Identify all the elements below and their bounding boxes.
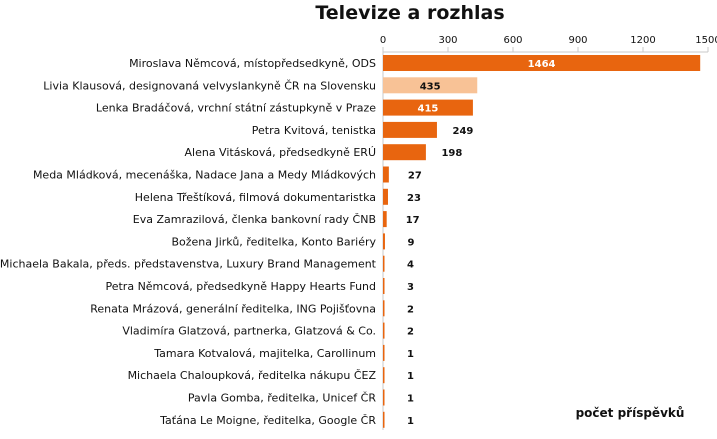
value-label: 4 — [407, 260, 414, 271]
value-label: 1 — [407, 416, 414, 427]
value-label: 1 — [407, 349, 414, 360]
x-tick-label: 600 — [503, 35, 522, 46]
bar — [383, 55, 701, 71]
bar — [383, 255, 385, 272]
x-tick-label: 1200 — [630, 35, 655, 46]
x-tick-label: 300 — [438, 35, 457, 46]
chart-title: Televize a rozhlas — [315, 2, 504, 24]
category-label: Petra Němcová, předsedkyně Happy Hearts … — [105, 280, 376, 293]
category-label: Petra Kvitová, tenistka — [252, 124, 376, 137]
value-label: 27 — [408, 171, 422, 182]
value-label: 2 — [407, 327, 414, 338]
bar — [383, 99, 473, 116]
category-label: Meda Mládková, mecenáška, Nadace Jana a … — [33, 169, 376, 182]
x-ticks: 0 300 600 900 1200 1500 — [380, 35, 717, 52]
value-label: 3 — [407, 282, 414, 293]
value-label: 249 — [453, 126, 474, 137]
bars — [383, 55, 701, 428]
value-labels: 1464 435 415 249 198 27 23 17 9 4 3 2 2 1 1 1 1 — [406, 59, 556, 427]
category-label: Helena Třeštíková, filmová dokumentarist… — [135, 191, 376, 204]
bar — [383, 344, 385, 361]
value-label: 1 — [407, 371, 414, 382]
category-label: Lenka Bradáčová, vrchní státní zástupkyn… — [96, 102, 376, 115]
bar — [383, 278, 385, 294]
bar — [383, 300, 385, 317]
category-label: Michaela Bakala, předs. představenstva, … — [0, 258, 377, 271]
value-label: 9 — [407, 237, 414, 248]
value-label: 1 — [407, 394, 414, 405]
category-label: Michaela Chaloupková, ředitelka nákupu Č… — [128, 369, 377, 382]
bar — [383, 411, 385, 428]
category-label: Božena Jirků, ředitelka, Konto Bariéry — [171, 235, 376, 248]
category-labels: Miroslava Němcová, místopředsedkyně, ODS… — [0, 57, 377, 427]
bar — [383, 144, 426, 161]
category-label: Miroslava Němcová, místopředsedkyně, ODS — [129, 57, 376, 70]
bar — [383, 121, 437, 138]
axis-label: počet příspěvků — [576, 406, 685, 420]
category-label: Tamara Kotvalová, majitelka, Carollinum — [153, 347, 376, 360]
bar — [383, 188, 388, 205]
x-tick-label: 0 — [380, 35, 386, 46]
category-label: Renata Mrázová, generální ředitelka, ING… — [90, 302, 376, 315]
x-tick-label: 1500 — [695, 35, 717, 46]
x-tick-label: 900 — [568, 35, 587, 46]
value-label: 2 — [407, 304, 414, 315]
value-label: 23 — [407, 193, 421, 204]
category-label: Pavla Gomba, ředitelka, Unicef ČR — [188, 392, 376, 405]
category-label: Eva Zamrazilová, členka bankovní rady ČN… — [133, 213, 376, 226]
value-label: 17 — [406, 215, 420, 226]
category-label: Alena Vitásková, předsedkyně ERÚ — [185, 146, 377, 159]
value-label: 415 — [418, 104, 439, 115]
category-label: Taťána Le Moigne, ředitelka, Google ČR — [159, 414, 376, 427]
bar — [383, 211, 387, 228]
value-label: 1464 — [528, 59, 556, 70]
bar — [383, 166, 389, 183]
category-label: Vladimíra Glatzová, partnerka, Glatzová … — [122, 325, 376, 338]
value-label: 435 — [420, 81, 441, 92]
bar — [383, 389, 385, 406]
bar — [383, 233, 385, 250]
bar — [383, 322, 385, 339]
category-label: Livia Klausová, designovaná velvyslankyn… — [43, 79, 376, 92]
value-label: 198 — [441, 148, 462, 159]
bar — [383, 77, 478, 94]
bar — [383, 367, 385, 384]
